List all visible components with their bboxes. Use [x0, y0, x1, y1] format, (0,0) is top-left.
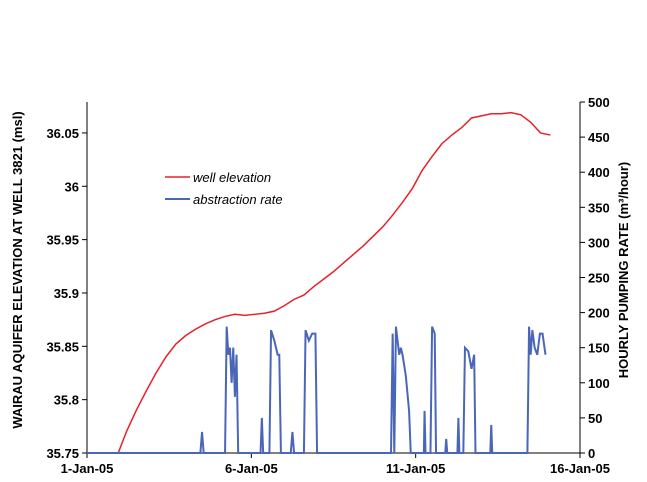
y2-tick-label: 500 [588, 95, 610, 110]
y2-tick-label: 300 [588, 235, 610, 250]
y2-tick-label: 250 [588, 271, 610, 286]
y-axis-label: WAIRAU AQUIFER ELEVATION AT WELL 3821 (m… [10, 111, 25, 428]
y-tick-label: 35.8 [54, 393, 79, 408]
y-tick-label: 35.9 [54, 286, 79, 301]
y-tick-label: 36.05 [46, 126, 79, 141]
legend-label: well elevation [193, 170, 271, 185]
legend-label: abstraction rate [193, 192, 283, 207]
y2-tick-label: 100 [588, 376, 610, 391]
y-tick-label: 35.85 [46, 339, 79, 354]
y-tick-label: 35.75 [46, 446, 79, 461]
y2-tick-label: 200 [588, 306, 610, 321]
y-tick-label: 35.95 [46, 233, 79, 248]
series-line [87, 326, 547, 454]
y2-tick-label: 400 [588, 165, 610, 180]
y2-tick-label: 350 [588, 200, 610, 215]
y2-tick-label: 0 [588, 446, 595, 461]
x-tick-label: 6-Jan-05 [225, 461, 278, 476]
x-tick-label: 16-Jan-05 [550, 461, 610, 476]
y2-tick-label: 450 [588, 130, 610, 145]
y2-axis-label: HOURLY PUMPING RATE (m³/hour) [616, 162, 631, 378]
y2-tick-label: 50 [588, 411, 602, 426]
series-line [117, 111, 551, 454]
x-tick-label: 11-Jan-05 [386, 461, 445, 476]
y-tick-label: 36 [65, 179, 79, 194]
y2-tick-label: 150 [588, 341, 610, 356]
x-tick-label: 1-Jan-05 [61, 461, 114, 476]
